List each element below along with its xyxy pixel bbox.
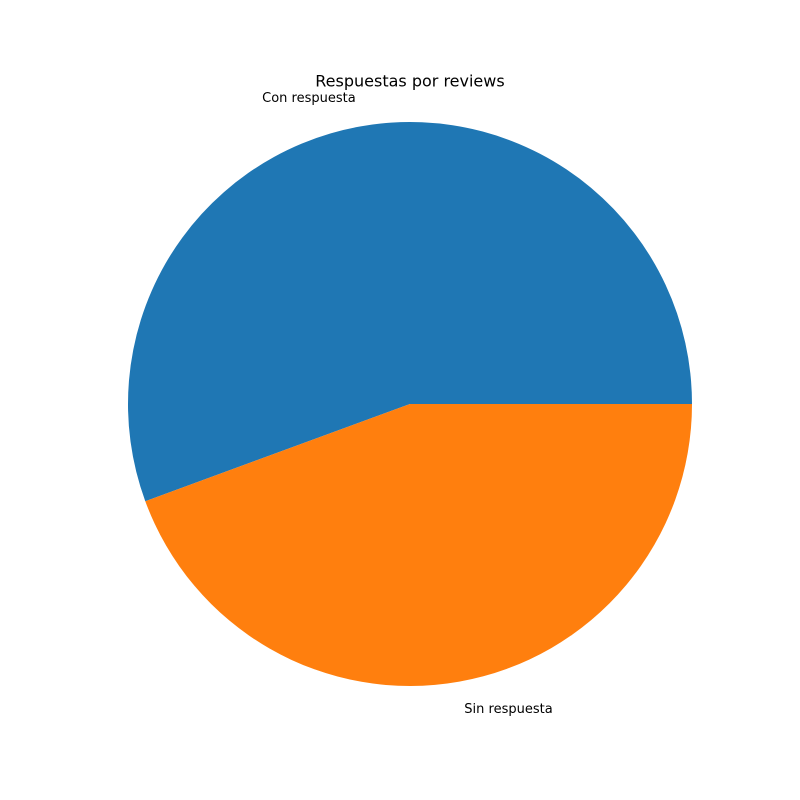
pie-slice: [145, 404, 693, 686]
slice-label: Con respuesta: [262, 91, 356, 106]
slice-label: Sin respuesta: [464, 702, 552, 717]
pie-slice: [127, 121, 692, 502]
chart-title: Respuestas por reviews: [315, 72, 504, 91]
